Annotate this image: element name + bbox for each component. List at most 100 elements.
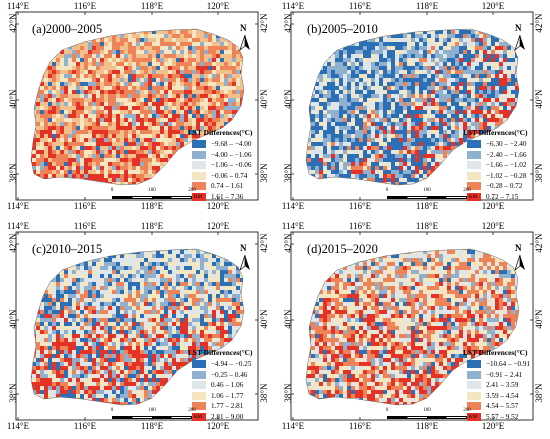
longitude-tick-label: 116°E xyxy=(348,201,372,211)
map-frame xyxy=(290,231,534,421)
legend-label: −1.06 – −0.06 xyxy=(211,161,252,170)
map-panel-b: (b)2005–2010 114°E 114°E 116°E 116°E 118°E 118… xyxy=(275,0,550,219)
north-label: N xyxy=(240,243,247,253)
panel-title: (c)2010–2015 xyxy=(32,242,103,256)
scale-bar: 0 100 200 KM xyxy=(110,188,203,200)
legend-label: 2.81 – 9.00 xyxy=(211,412,244,421)
scale-label: 0 xyxy=(110,188,114,193)
map-canvas xyxy=(290,11,534,201)
latitude-tick-label: 38°N xyxy=(8,383,18,403)
legend: LST Differences(°C) −9.68 – −4.00 −4.00 – … xyxy=(188,128,270,202)
scale-segments xyxy=(387,416,467,419)
legend-item: 2.81 – 9.00 xyxy=(192,412,270,423)
legend-swatch xyxy=(192,412,206,421)
legend: LST Differences(°C) −6.30 – −2.40 −2.40 – … xyxy=(463,128,545,203)
legend-swatch xyxy=(467,402,481,411)
map-panel-d: (d)2015–2020 114°E 114°E 116°E 116°E 118°E 118… xyxy=(275,220,550,439)
north-arrow-icon: N xyxy=(513,243,527,272)
latitude-tick-label: 40°N xyxy=(8,309,18,329)
latitude-tick-label: 42°N xyxy=(534,233,544,253)
longitude-tick-label: 116°E xyxy=(73,1,97,11)
legend-item: −9.68 – −4.00 xyxy=(192,139,270,150)
map-frame xyxy=(15,11,259,201)
latitude-tick-label: 42°N xyxy=(534,13,544,33)
legend-swatch xyxy=(467,370,481,379)
longitude-tick-label: 116°E xyxy=(348,421,372,431)
legend-swatch xyxy=(192,360,206,369)
legend-swatch xyxy=(467,381,481,390)
legend-swatch xyxy=(192,370,206,379)
legend-label: 0.46 – 1.06 xyxy=(211,381,244,390)
legend-label: −0.06 – 0.74 xyxy=(211,171,248,180)
longitude-tick-label: 114°E xyxy=(281,221,305,231)
scale-segments xyxy=(112,196,192,199)
longitude-tick-label: 116°E xyxy=(73,201,97,211)
legend-item: −0.91 – 2.41 xyxy=(467,370,545,381)
legend-swatch xyxy=(467,412,481,421)
legend-item: 3.59 – 4.54 xyxy=(467,391,545,402)
longitude-tick-label: 116°E xyxy=(348,221,372,231)
latitude-tick-label: 40°N xyxy=(8,89,18,109)
legend-item: 4.54 – 5.57 xyxy=(467,401,545,412)
latitude-tick-label: 38°N xyxy=(283,163,293,183)
legend-label: −1.66 – −1.02 xyxy=(486,161,527,170)
legend-swatch xyxy=(467,140,481,149)
legend-item: 5.57 – 9.52 xyxy=(467,412,545,423)
legend-item: −6.30 – −2.40 xyxy=(467,139,545,150)
legend-swatch xyxy=(192,161,206,170)
legend: LST Differences(°C) −10.64 – −0.91 −0.91 –… xyxy=(463,348,545,423)
scale-label: 100 xyxy=(148,188,156,193)
scale-label: 100 xyxy=(148,408,156,413)
legend-title: LST Differences(°C) xyxy=(463,348,528,357)
legend-item: 2.41 – 3.59 xyxy=(467,380,545,391)
legend-item: −4.94 – −0.25 xyxy=(192,359,270,370)
legend-label: −2.40 – −1.66 xyxy=(486,150,527,159)
legend-swatch xyxy=(467,182,481,191)
scale-unit: KM xyxy=(194,195,203,200)
longitude-tick-label: 118°E xyxy=(140,421,164,431)
longitude-tick-label: 120°E xyxy=(481,221,505,231)
scale-segments xyxy=(387,196,467,199)
longitude-tick-label: 114°E xyxy=(6,201,30,211)
scale-unit: KM xyxy=(469,415,478,420)
longitude-tick-label: 120°E xyxy=(481,201,505,211)
legend-item: −1.66 – −1.02 xyxy=(467,160,545,171)
scale-label: 100 xyxy=(423,188,431,193)
latitude-tick-label: 42°N xyxy=(8,13,18,33)
longitude-tick-label: 114°E xyxy=(6,421,30,431)
longitude-tick-label: 114°E xyxy=(6,1,30,11)
legend-item: −1.06 – −0.06 xyxy=(192,160,270,171)
longitude-tick-label: 114°E xyxy=(281,421,305,431)
scale-bar: 0 100 200 KM xyxy=(385,188,477,200)
longitude-tick-label: 118°E xyxy=(415,221,439,231)
legend-swatch xyxy=(192,150,206,159)
legend-swatch xyxy=(192,402,206,411)
legend-label: −0.28 – 0.72 xyxy=(486,182,523,191)
legend-swatch xyxy=(467,161,481,170)
longitude-tick-label: 120°E xyxy=(206,221,230,231)
legend-item: −2.40 – −1.66 xyxy=(467,150,545,161)
longitude-tick-label: 118°E xyxy=(140,1,164,11)
map-frame xyxy=(15,231,259,421)
latitude-tick-label: 42°N xyxy=(259,233,269,253)
longitude-tick-label: 116°E xyxy=(73,221,97,231)
north-label: N xyxy=(515,23,522,33)
longitude-tick-label: 118°E xyxy=(415,201,439,211)
longitude-tick-label: 120°E xyxy=(206,421,230,431)
scale-unit: KM xyxy=(194,415,203,420)
legend-title: LST Differences(°C) xyxy=(188,128,253,137)
legend-swatch xyxy=(192,182,206,191)
legend-swatch xyxy=(467,192,481,201)
panel-title: (a)2000–2005 xyxy=(32,22,103,36)
scale-label: 0 xyxy=(385,188,389,193)
legend-item: 0.72 – 7.15 xyxy=(467,192,545,203)
panel-title: (b)2005–2010 xyxy=(307,22,378,36)
legend-swatch xyxy=(467,391,481,400)
latitude-tick-label: 40°N xyxy=(534,89,544,109)
legend-swatch xyxy=(192,140,206,149)
legend-label: −6.30 – −2.40 xyxy=(486,140,527,149)
latitude-tick-label: 42°N xyxy=(259,13,269,33)
map-frame xyxy=(290,11,534,201)
scale-label: 100 xyxy=(423,408,431,413)
legend: LST Differences(°C) −4.94 – −0.25 −0.25 – … xyxy=(188,348,270,423)
